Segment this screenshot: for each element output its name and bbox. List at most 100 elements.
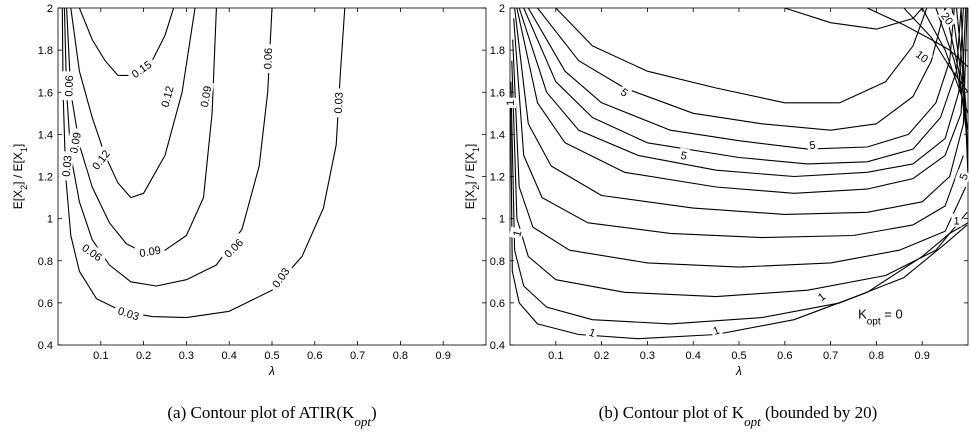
contour-line <box>511 60 968 298</box>
contour-line <box>514 8 968 215</box>
contour-label-halo <box>708 321 723 338</box>
x-tick-label: 0.6 <box>777 350 792 362</box>
contour-label-halo <box>61 71 76 101</box>
contour-line <box>70 8 196 199</box>
y-tick-label: 1.8 <box>490 45 505 57</box>
contour-label-halo <box>806 137 819 152</box>
contour-label-halo <box>266 261 294 293</box>
contour-label-text: 0.03 <box>116 305 140 323</box>
contour-line <box>784 8 923 30</box>
contour-label-halo <box>125 55 157 83</box>
contour-label-halo <box>951 213 962 227</box>
contour-line <box>512 39 967 268</box>
y-tick-label: 1.8 <box>38 45 53 57</box>
contour-label-text: 0.06 <box>63 75 76 97</box>
contour-line <box>510 81 968 325</box>
contour-label-halo <box>503 97 516 108</box>
contour-label-text: 1 <box>511 229 524 238</box>
contour-label-halo <box>218 232 248 263</box>
x-tick-label: 0.4 <box>222 350 237 362</box>
x-tick-label: 0.5 <box>264 350 279 362</box>
x-axis-title: λ <box>735 364 742 378</box>
x-tick-label: 0.7 <box>823 350 838 362</box>
contour-label: 0.06 <box>260 43 275 74</box>
contour-label: 0.12 <box>86 144 115 175</box>
contour-label-text: 5 <box>809 140 817 153</box>
contour-line <box>516 8 967 194</box>
y-axis-title: E[X2] / E[X1] <box>11 144 29 209</box>
x-tick-label: 0.1 <box>548 350 563 362</box>
contour-line <box>555 8 928 104</box>
contour-label: 10 <box>912 45 933 67</box>
contour-label: 0.06 <box>61 71 76 101</box>
x-tick-label: 0.9 <box>436 350 451 362</box>
y-tick-label: 0.8 <box>490 256 505 268</box>
contour-label: 5 <box>955 169 970 184</box>
y-tick-label: 1 <box>499 214 505 226</box>
panel-caption: (a) Contour plot of ATIR(Kopt) <box>167 403 376 429</box>
contour-line <box>537 8 946 131</box>
panel-a-contour-atir: 0.1 0.2 0.3 0.4 0.5 0.6 0.7 0.8 0.9 0.4 0.6 0.8 1 1.2… <box>11 3 487 429</box>
contour-label-halo <box>585 324 600 340</box>
contour-label-text: 1 <box>712 325 722 338</box>
contour-label: 0.09 <box>196 81 215 112</box>
contour-label-text: 20 <box>938 11 955 28</box>
contour-line <box>510 102 968 340</box>
contour-label: 0.09 <box>65 127 84 159</box>
contour-line <box>78 8 175 76</box>
y-tick-label: 0.6 <box>490 298 505 310</box>
contour-label: 0.09 <box>134 241 166 261</box>
contour-label-text: 1 <box>505 100 517 106</box>
x-tick-label: 0.3 <box>640 350 655 362</box>
contour-line <box>960 8 968 177</box>
contour-label: 0.12 <box>156 80 177 112</box>
x-tick-label: 0.9 <box>915 350 930 362</box>
contour-label-text: 0.09 <box>199 85 215 108</box>
contour-label-halo <box>134 241 166 260</box>
contour-label: 1 <box>708 321 723 338</box>
contour-label: 1 <box>585 324 600 340</box>
x-tick-label: 0.6 <box>307 350 322 362</box>
contour-label: 1 <box>508 226 524 240</box>
contour-label-halo <box>113 302 145 324</box>
x-tick-label: 0.2 <box>594 350 609 362</box>
contour-label-text: 0.09 <box>68 131 84 154</box>
x-tick-label: 0.1 <box>93 350 108 362</box>
contour-label-text: 0.06 <box>262 48 275 70</box>
contour-label-text: 0.03 <box>61 155 75 177</box>
contour-label: 5 <box>806 137 819 153</box>
contour-label: 0.06 <box>218 232 248 263</box>
y-axis-title: E[X2] / E[X1] <box>463 144 481 209</box>
contour-label-halo <box>156 80 177 112</box>
contour-label-halo <box>58 151 74 181</box>
contour-label-text: 0.12 <box>159 85 176 109</box>
contour-label-halo <box>955 169 970 184</box>
y-tick-label: 1.2 <box>490 172 505 184</box>
contour-label-text: 0.09 <box>139 245 162 261</box>
contour-line <box>518 8 964 178</box>
contour-line <box>527 8 955 150</box>
contour-label: 5 <box>616 83 633 101</box>
contour-label-text: 10 <box>913 49 930 66</box>
contour-label: 0.06 <box>76 238 109 266</box>
x-tick-label: 0.8 <box>869 350 884 362</box>
x-axis-title: λ <box>268 364 275 378</box>
contour-line <box>61 8 346 319</box>
y-tick-label: 0.4 <box>38 340 53 352</box>
contour-label-halo <box>196 81 215 112</box>
panel-b-contour-kopt: 0.1 0.2 0.3 0.4 0.5 0.6 0.7 0.8 0.9 0.4 0.6 0.8 1 1.2… <box>463 3 970 429</box>
contour-label: 20 <box>937 7 958 29</box>
contour-label-halo <box>86 144 115 175</box>
y-tick-label: 1.6 <box>38 87 53 99</box>
kopt-zero-annotation: Kopt = 0 <box>858 307 903 328</box>
x-tick-label: 0.4 <box>686 350 701 362</box>
contour-label-text: 1 <box>587 327 597 340</box>
contour-label: 0.03 <box>330 88 346 118</box>
contour-label-text: 5 <box>618 86 630 99</box>
y-tick-label: 0.8 <box>38 256 53 268</box>
panel-caption: (b) Contour plot of Kopt (bounded by 20) <box>599 403 878 429</box>
y-tick-label: 1.4 <box>490 129 505 141</box>
contour-label: 1 <box>813 287 830 305</box>
y-tick-label: 1.2 <box>38 172 53 184</box>
